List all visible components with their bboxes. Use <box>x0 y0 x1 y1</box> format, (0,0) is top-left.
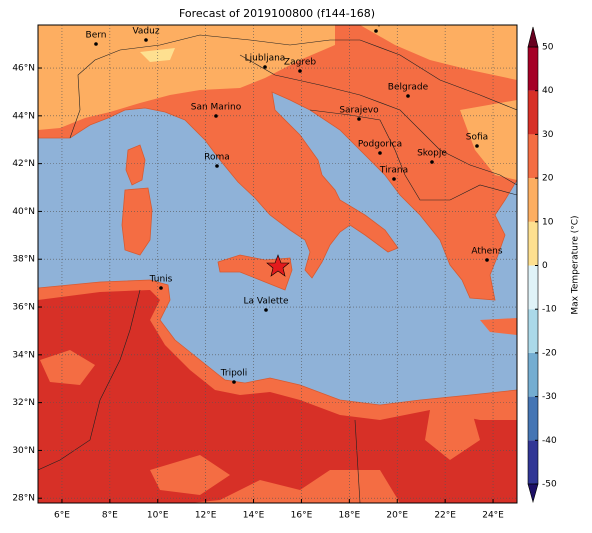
map-frame <box>37 24 518 504</box>
colorbar-label: Max Temperature (°C) <box>571 215 581 314</box>
city-label: Sarajevo <box>339 106 379 116</box>
city-label: Sofia <box>466 133 488 143</box>
land <box>121 187 153 256</box>
city-label: San Marino <box>191 103 242 113</box>
city-label: Zagreb <box>284 58 316 68</box>
city-dot <box>144 38 148 42</box>
x-tick-label: 22°E <box>434 511 456 521</box>
colorbar-segment <box>528 134 538 179</box>
colorbar-segment <box>528 265 538 310</box>
y-tick-label: 32°N <box>12 398 35 408</box>
y-tick-label: 46°N <box>12 64 35 74</box>
city-dot <box>378 151 382 155</box>
x-tick-label: 6°E <box>54 511 70 521</box>
city-dot <box>475 144 479 148</box>
colorbar-segment <box>528 178 538 222</box>
land <box>40 350 95 385</box>
colorbar-tick-label: -50 <box>542 480 557 490</box>
colorbar-tick-label: -40 <box>542 436 557 446</box>
city-dot <box>232 380 236 384</box>
colorbar-segment <box>528 309 538 353</box>
colorbar-segment <box>528 90 538 135</box>
border <box>38 289 141 471</box>
city-label: Vaduz <box>132 27 159 37</box>
y-tick-label: 40°N <box>12 207 35 217</box>
city-label: Podgorica <box>358 140 402 150</box>
colorbar-segment <box>528 221 538 266</box>
city-label: Tirana <box>379 166 408 176</box>
city-label: Tunis <box>149 275 173 285</box>
city-dot <box>374 29 378 33</box>
city-dot <box>298 69 302 73</box>
y-tick-label: 30°N <box>12 446 35 456</box>
colorbar-tick-label: 0 <box>542 261 548 271</box>
land-warm <box>360 25 517 80</box>
x-tick-label: 14°E <box>243 511 265 521</box>
border <box>354 419 361 503</box>
city-dot <box>392 177 396 181</box>
x-tick-label: 8°E <box>102 511 118 521</box>
colorbar-tick-label: 20 <box>542 174 554 184</box>
city-label: Athens <box>471 247 502 257</box>
colorbar-tick-label: 40 <box>542 86 554 96</box>
x-tick-label: 20°E <box>386 511 408 521</box>
x-tick-label: 10°E <box>147 511 169 521</box>
city-dot <box>485 258 489 262</box>
city-dot <box>215 164 219 168</box>
colorbar-segment <box>528 47 538 91</box>
colorbar-extend-low <box>527 483 539 504</box>
city-label: Bern <box>86 31 107 41</box>
land <box>425 405 480 460</box>
y-tick-label: 44°N <box>12 111 35 121</box>
y-tick-label: 36°N <box>12 303 35 313</box>
colorbar-tick-label: -20 <box>542 348 557 358</box>
land-warm <box>460 100 517 180</box>
star-marker <box>266 254 290 277</box>
city-label: Ljubljana <box>245 54 286 64</box>
city-label: Skopje <box>417 149 447 159</box>
border <box>239 54 517 186</box>
city-dot <box>264 308 268 312</box>
y-tick-label: 28°N <box>12 494 35 504</box>
x-tick-label: 18°E <box>339 511 361 521</box>
y-tick-label: 42°N <box>12 159 35 169</box>
colorbar-segment <box>528 352 538 397</box>
city-label: La Valette <box>244 297 289 307</box>
city-dot <box>430 160 434 164</box>
city-dot <box>159 286 163 290</box>
x-tick-label: 16°E <box>291 511 313 521</box>
city-dot <box>406 94 410 98</box>
land-warm <box>38 25 335 130</box>
city-dot <box>94 42 98 46</box>
colorbar-segment <box>528 440 538 484</box>
city-label: Budapest <box>355 18 398 28</box>
land <box>480 318 517 335</box>
colorbar-tick-label: 30 <box>542 130 554 140</box>
colorbar-tick-label: 50 <box>542 43 554 53</box>
land <box>150 455 230 495</box>
city-dot <box>263 65 267 69</box>
x-tick-label: 24°E <box>482 511 504 521</box>
border <box>69 34 517 139</box>
border <box>309 109 517 201</box>
y-tick-label: 34°N <box>12 350 35 360</box>
title: Forecast of 2019100800 (f144-168) <box>179 7 375 20</box>
colorbar-tick-label: -10 <box>542 305 557 315</box>
colorbar-extend-high <box>527 26 539 48</box>
city-label: Belgrade <box>388 83 429 93</box>
y-tick-label: 38°N <box>12 255 35 265</box>
land <box>125 144 146 186</box>
city-label: Roma <box>204 153 230 163</box>
city-dot <box>357 117 361 121</box>
colorbar-segment <box>528 396 538 441</box>
grid <box>38 25 517 503</box>
city-dot <box>214 114 218 118</box>
colorbar-tick-label: 10 <box>542 217 554 227</box>
colorbar-tick-label: -30 <box>542 392 557 402</box>
city-label: Tripoli <box>220 369 248 379</box>
x-tick-label: 12°E <box>195 511 217 521</box>
